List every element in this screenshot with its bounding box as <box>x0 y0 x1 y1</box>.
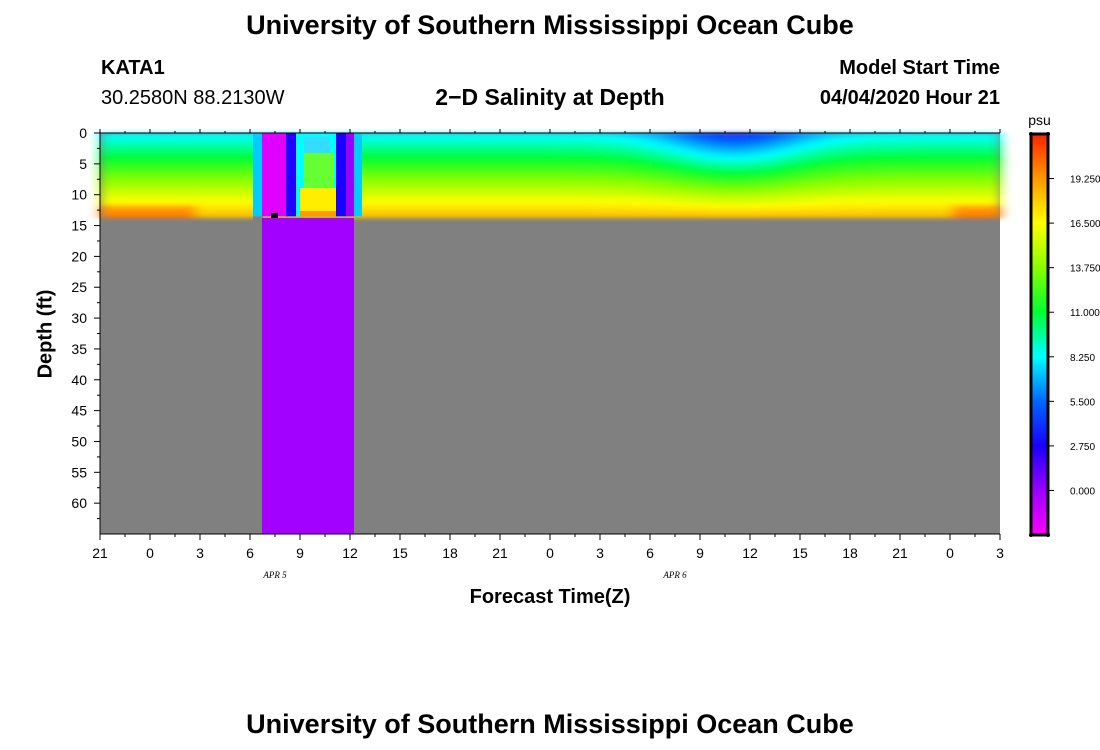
colorbar-tick-label: 0.000 <box>1070 486 1095 497</box>
y-tick-label: 0 <box>79 125 87 141</box>
colorbar-tick-label: 13.750 <box>1070 264 1100 275</box>
salinity-field <box>100 133 1001 218</box>
x-tick-label: 3 <box>596 545 604 561</box>
colorbar-tick-label: 11.000 <box>1070 308 1100 319</box>
y-tick-label: 10 <box>71 187 87 203</box>
y-tick-label: 60 <box>71 495 87 511</box>
x-tick-label: 3 <box>996 545 1004 561</box>
x-date-label: APR 5 <box>262 570 287 580</box>
y-tick-label: 40 <box>71 372 87 388</box>
colorbar: psu 19.250 16.500 13.750 11.000 8.250 5.500 2.7… <box>1028 112 1100 537</box>
x-tick-label: 0 <box>946 545 954 561</box>
colorbar-tick-label: 5.500 <box>1070 397 1095 408</box>
x-tick-label: 9 <box>296 545 304 561</box>
colorbar-tick-label: 19.250 <box>1070 175 1100 186</box>
x-tick-label: 0 <box>146 545 154 561</box>
y-tick-label: 50 <box>71 433 87 449</box>
colorbar-corner <box>1046 132 1050 136</box>
x-tick-label: 0 <box>546 545 554 561</box>
colorbar-tick-label: 8.250 <box>1070 353 1095 364</box>
colorbar-frame <box>1029 132 1050 537</box>
y-tick-label: 5 <box>79 156 87 172</box>
x-tick-label: 15 <box>392 545 408 561</box>
y-tick-label: 30 <box>71 310 87 326</box>
x-tick-label: 21 <box>492 545 508 561</box>
y-tick-label: 45 <box>71 403 87 419</box>
x-tick-label: 21 <box>892 545 908 561</box>
x-tick-label: 6 <box>646 545 654 561</box>
x-tick-label: 21 <box>92 545 108 561</box>
chart-title: 2−D Salinity at Depth <box>435 84 665 110</box>
x-axis-label: Forecast Time(Z) <box>469 586 631 608</box>
x-tick-label: 18 <box>842 545 858 561</box>
colorbar-gradient <box>1031 134 1048 535</box>
colorbar-tick-label: 16.500 <box>1070 219 1100 230</box>
x-tick-label: 12 <box>342 545 358 561</box>
plot-axes: 21 0 3 6 9 12 15 18 21 0 3 6 9 12 15 18 21 0 3 APR 5 APR 6 0 5… <box>71 125 1004 580</box>
page-title: University of Southern Mississippi Ocean… <box>246 10 854 40</box>
y-tick-label: 25 <box>71 279 87 295</box>
model-start-label: Model Start Time <box>839 57 1000 79</box>
colorbar-corner <box>1046 533 1050 537</box>
y-axis-label: Depth (ft) <box>34 289 57 379</box>
station-id: KATA1 <box>101 57 165 79</box>
colorbar-corner <box>1029 132 1033 136</box>
y-tick-label: 55 <box>71 464 87 480</box>
colorbar-corner <box>1029 533 1033 537</box>
x-tick-label: 18 <box>442 545 458 561</box>
salinity-heatmap <box>100 133 1001 535</box>
station-coordinates: 30.2580N 88.2130W <box>101 87 285 109</box>
y-tick-label: 35 <box>71 341 87 357</box>
colorbar-unit: psu <box>1028 112 1051 128</box>
x-tick-label: 12 <box>742 545 758 561</box>
y-tick-label: 15 <box>71 218 87 234</box>
x-tick-label: 6 <box>246 545 254 561</box>
x-date-label: APR 6 <box>662 570 687 580</box>
masked-column <box>262 218 354 534</box>
y-tick-label: 20 <box>71 248 87 264</box>
colorbar-tick-label: 2.750 <box>1070 442 1095 453</box>
x-tick-label: 3 <box>196 545 204 561</box>
x-tick-label: 9 <box>696 545 704 561</box>
plume-columns <box>253 133 362 535</box>
footer-title: University of Southern Mississippi Ocean… <box>246 709 854 739</box>
x-tick-label: 15 <box>792 545 808 561</box>
model-start-value: 04/04/2020 Hour 21 <box>819 87 1000 109</box>
